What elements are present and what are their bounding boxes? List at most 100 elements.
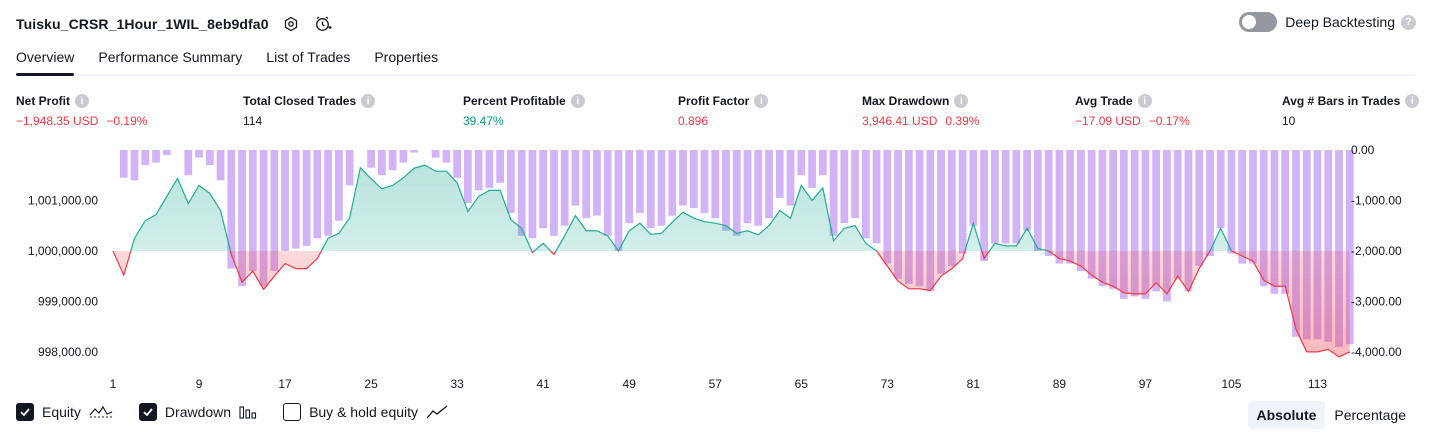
- drawdown-bar: [1324, 150, 1333, 342]
- drawdown-bar: [270, 150, 279, 272]
- buy-hold-checkbox[interactable]: [283, 403, 302, 421]
- drawdown-bar: [1270, 150, 1279, 294]
- drawdown-bar: [732, 150, 741, 236]
- drawdown-bar: [1163, 150, 1171, 302]
- tab-list-of-trades[interactable]: List of Trades: [266, 49, 351, 65]
- absolute-button[interactable]: Absolute: [1247, 401, 1326, 429]
- metric-max-drawdown: Max Drawdown i 3,946.41 USD 0.39%: [862, 93, 979, 128]
- info-icon[interactable]: i: [361, 94, 376, 108]
- strategy-name: Tuisku_CRSR_1Hour_1WIL_8eb9dfa0: [16, 16, 269, 32]
- drawdown-bar: [894, 150, 902, 279]
- drawdown-bar: [765, 150, 773, 219]
- drawdown-bar: [259, 150, 268, 287]
- metric-label: Max Drawdown: [862, 94, 950, 108]
- equity-line-icon: [89, 404, 113, 420]
- left-axis-tick: 999,000.00: [38, 294, 98, 308]
- x-axis-tick: 105: [1221, 377, 1241, 391]
- drawdown-bar: [1034, 150, 1042, 251]
- drawdown-bar: [700, 150, 709, 214]
- x-axis-tick: 113: [1308, 377, 1327, 391]
- info-icon[interactable]: i: [570, 94, 585, 108]
- legend-equity[interactable]: Equity: [16, 403, 113, 421]
- equity-line-negative: [112, 250, 1351, 358]
- drawdown-bar: [216, 150, 225, 181]
- metric-profit-factor: Profit Factor i 0.896: [678, 93, 769, 128]
- drawdown-bar: [248, 150, 257, 272]
- x-axis-tick: 65: [795, 377, 809, 391]
- top-bar: Tuisku_CRSR_1Hour_1WIL_8eb9dfa0 Deep Bac…: [16, 12, 1416, 36]
- tab-overview[interactable]: Overview: [16, 44, 75, 76]
- percentage-button[interactable]: Percentage: [1334, 407, 1406, 423]
- drawdown-bar: [797, 150, 806, 176]
- equity-label: Equity: [42, 404, 81, 420]
- info-icon[interactable]: i: [954, 94, 969, 108]
- right-axis-tick: -3,000.00: [1351, 294, 1402, 308]
- drawdown-bar: [980, 150, 988, 262]
- help-icon[interactable]: ?: [1401, 14, 1416, 30]
- drawdown-bar: [1302, 150, 1311, 340]
- drawdown-checkbox[interactable]: [138, 403, 157, 421]
- left-axis-tick: 998,000.00: [38, 345, 98, 359]
- x-axis-tick: 25: [364, 377, 378, 391]
- drawdown-bar: [205, 150, 214, 166]
- x-axis-tick: 97: [1139, 377, 1153, 391]
- drawdown-bar: [550, 150, 558, 236]
- metric-value: 114: [243, 114, 263, 128]
- drawdown-bar: [1238, 150, 1247, 264]
- drawdown-bar: [560, 150, 569, 226]
- metric-net-profit: Net Profit i −1,948.35 USD −0.19%: [16, 93, 147, 128]
- drawdown-bar: [1130, 150, 1139, 297]
- drawdown-bar: [582, 150, 591, 219]
- drawdown-bar: [786, 150, 795, 206]
- metric-label: Percent Profitable: [463, 94, 566, 108]
- drawdown-bar: [195, 150, 203, 158]
- add-alert-clock-icon[interactable]: [313, 14, 333, 34]
- drawdown-bar: [1292, 150, 1300, 337]
- drawdown-bar: [410, 150, 418, 153]
- drawdown-bar: [571, 150, 580, 206]
- drawdown-bar: [334, 150, 343, 221]
- drawdown-bar: [689, 150, 698, 209]
- gear-icon[interactable]: [281, 14, 301, 34]
- drawdown-bar: [345, 150, 354, 186]
- drawdown-bar: [1173, 150, 1182, 279]
- drawdown-bar: [1184, 150, 1193, 292]
- deep-backtesting-label: Deep Backtesting: [1285, 14, 1395, 30]
- metric-value: −1,948.35 USD: [16, 114, 99, 128]
- drawdown-bar: [754, 150, 763, 226]
- x-axis-tick: 81: [967, 377, 981, 391]
- legend-buy-hold[interactable]: Buy & hold equity: [283, 403, 448, 421]
- drawdown-bar: [1227, 150, 1236, 254]
- info-icon[interactable]: i: [1137, 94, 1152, 108]
- legend-drawdown[interactable]: Drawdown: [138, 403, 257, 421]
- equity-drawdown-chart[interactable]: 1,001,000.00 1,000,000.00 999,000.00 998,00…: [0, 140, 1431, 395]
- info-icon[interactable]: i: [75, 94, 89, 108]
- left-axis-tick: 1,000,000.00: [28, 244, 98, 258]
- drawdown-bar: [184, 150, 193, 176]
- drawdown-bar: [474, 150, 483, 191]
- drawdown-bar: [281, 150, 289, 251]
- drawdown-bar: [808, 150, 816, 188]
- equity-checkbox[interactable]: [16, 403, 34, 421]
- deep-backtesting-toggle[interactable]: [1239, 12, 1278, 32]
- drawdown-bar: [1120, 150, 1128, 299]
- drawdown-bar: [937, 150, 945, 274]
- drawdown-bar: [1281, 150, 1290, 294]
- equity-line-positive: [112, 164, 1233, 251]
- tab-performance-summary[interactable]: Performance Summary: [98, 49, 243, 65]
- drawdown-bar: [990, 150, 999, 244]
- info-icon[interactable]: i: [754, 94, 769, 108]
- drawdown-bar: [861, 150, 870, 239]
- info-icon[interactable]: i: [1405, 94, 1420, 108]
- buy-hold-line-icon: [426, 404, 448, 420]
- drawdown-bar: [388, 150, 397, 171]
- right-axis-tick: -4,000.00: [1351, 345, 1402, 359]
- drawdown-bar: [969, 150, 978, 226]
- drawdown-bar: [1077, 150, 1085, 272]
- drawdown-bar: [657, 150, 666, 226]
- drawdown-bar: [1335, 150, 1343, 347]
- drawdown-bar: [593, 150, 601, 216]
- tab-properties[interactable]: Properties: [374, 49, 439, 65]
- metric-percent: 0.39%: [945, 114, 980, 128]
- drawdown-bars-icon: [239, 404, 257, 420]
